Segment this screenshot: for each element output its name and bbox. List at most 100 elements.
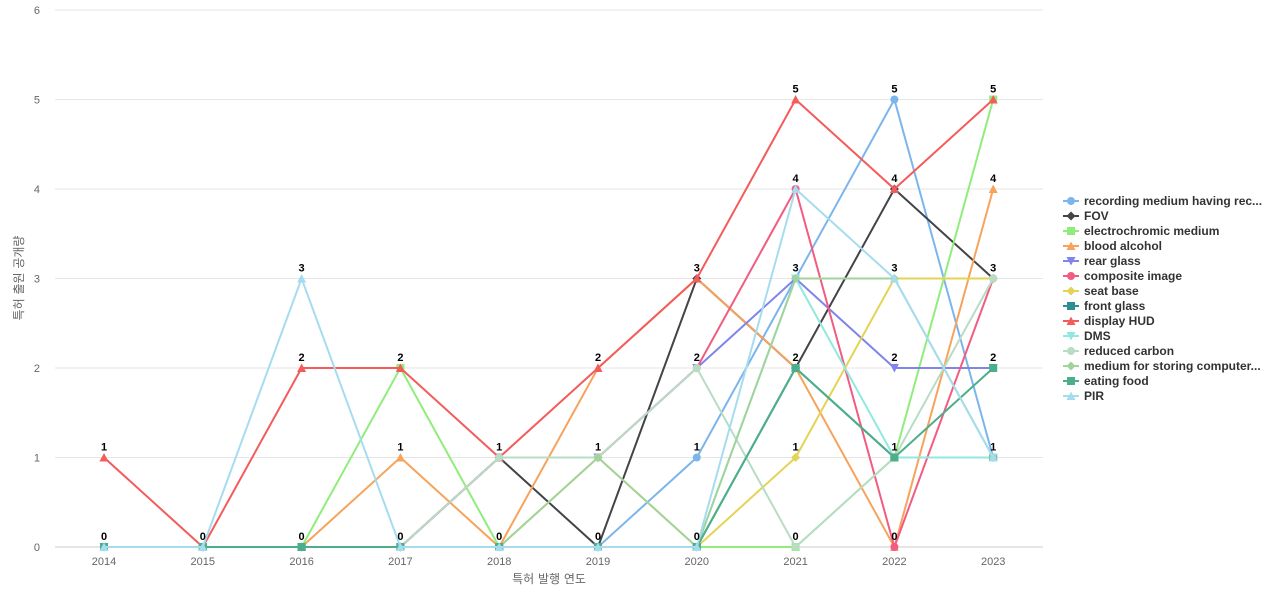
data-label: 1 (891, 442, 897, 454)
data-point (791, 543, 800, 551)
data-label: 0 (200, 531, 206, 543)
legend-item[interactable]: recording medium having rec... (1063, 194, 1262, 208)
data-label: 4 (891, 173, 898, 185)
series-0[interactable] (100, 95, 998, 552)
legend-item[interactable]: eating food (1063, 374, 1149, 388)
legend-label: electrochromic medium (1084, 224, 1219, 238)
data-label: 3 (299, 263, 305, 275)
legend-item[interactable]: blood alcohol (1063, 239, 1162, 253)
grid-lines (55, 9, 1043, 548)
x-tick-label: 2021 (783, 556, 807, 568)
x-axis-ticks: 2014 2015 2016 2017 2018 2019 2020 2021 2022 2023 (92, 556, 1006, 568)
data-label: 5 (990, 84, 996, 96)
x-tick-label: 2015 (191, 556, 215, 568)
y-tick-label: 4 (34, 184, 40, 196)
series-line[interactable] (104, 99, 995, 548)
legend-item[interactable]: PIR (1063, 389, 1104, 403)
data-point (791, 184, 801, 193)
data-label: 1 (397, 442, 403, 454)
data-point (494, 542, 504, 551)
legend[interactable]: recording medium having rec...FOVelectro… (1063, 194, 1262, 403)
data-point (890, 543, 899, 551)
data-label: 4 (793, 173, 800, 185)
x-tick-label: 2018 (487, 556, 511, 568)
data-label: 0 (397, 531, 403, 543)
legend-marker-icon (1066, 241, 1076, 250)
data-label: 5 (793, 84, 799, 96)
legend-label: reduced carbon (1084, 344, 1174, 358)
data-label: 3 (891, 263, 897, 275)
data-point (692, 274, 702, 283)
series-line[interactable] (104, 98, 995, 548)
data-point (889, 184, 899, 193)
x-tick-label: 2022 (882, 556, 906, 568)
data-label: 1 (595, 442, 601, 454)
legend-marker-icon (1067, 272, 1075, 280)
legend-item[interactable]: front glass (1063, 299, 1146, 313)
x-tick-label: 2019 (586, 556, 610, 568)
data-point (297, 274, 307, 283)
data-point (791, 453, 801, 462)
series-8[interactable] (99, 95, 998, 551)
legend-item[interactable]: DMS (1063, 329, 1111, 343)
data-label: 2 (595, 352, 601, 364)
data-label: 1 (990, 442, 996, 454)
y-tick-label: 0 (34, 542, 40, 554)
legend-marker-icon (1066, 211, 1076, 221)
data-label: 1 (496, 442, 502, 454)
data-label: 0 (694, 531, 700, 543)
series-line[interactable] (103, 98, 994, 548)
data-label: 3 (793, 263, 799, 275)
legend-item[interactable]: medium for storing computer... (1063, 359, 1261, 373)
data-point (593, 542, 603, 551)
legend-marker-icon (1067, 302, 1075, 310)
y-axis-title: 특허 출원 공개량 (12, 236, 26, 321)
data-label: 3 (694, 263, 700, 275)
data-label: 4 (990, 173, 997, 185)
legend-item[interactable]: FOV (1063, 209, 1109, 223)
data-point (593, 453, 603, 462)
legend-marker-icon (1067, 227, 1075, 235)
legend-label: display HUD (1084, 314, 1155, 328)
data-labels: 0 1 0 0 2 3 0 1 2 0 1 0 1 2 0 1 2 3 0 1 2 3 4 5 0 1 2 3 4 5 1 2 3 4 5 (101, 84, 997, 544)
legend-marker-icon (1066, 257, 1076, 266)
x-tick-label: 2020 (685, 556, 709, 568)
data-label: 2 (990, 352, 996, 364)
legend-item[interactable]: composite image (1063, 269, 1182, 283)
data-point (395, 363, 405, 372)
data-point (890, 453, 899, 462)
data-point (297, 363, 307, 372)
legend-item[interactable]: rear glass (1063, 254, 1141, 268)
y-tick-label: 3 (34, 274, 40, 286)
data-label: 2 (793, 352, 799, 364)
data-point (889, 274, 899, 283)
x-tick-label: 2023 (981, 556, 1005, 568)
data-point (988, 95, 998, 104)
series-2[interactable] (100, 95, 998, 552)
data-label: 1 (101, 442, 107, 454)
data-point (395, 453, 405, 462)
data-point (889, 364, 899, 373)
legend-marker-icon (1067, 377, 1075, 385)
legend-item[interactable]: seat base (1063, 284, 1139, 298)
legend-item[interactable]: reduced carbon (1063, 344, 1174, 358)
data-label: 2 (891, 352, 897, 364)
data-label: 2 (694, 352, 700, 364)
data-label: 0 (891, 531, 897, 543)
series-line[interactable] (104, 188, 995, 548)
data-label: 0 (299, 531, 305, 543)
legend-label: medium for storing computer... (1084, 359, 1261, 373)
legend-label: recording medium having rec... (1084, 194, 1262, 208)
legend-label: blood alcohol (1084, 239, 1162, 253)
legend-item[interactable]: electrochromic medium (1063, 224, 1219, 238)
legend-marker-icon (1066, 316, 1076, 325)
data-point (692, 364, 701, 372)
legend-item[interactable]: display HUD (1063, 314, 1155, 328)
legend-marker-icon (1067, 347, 1075, 355)
y-tick-label: 6 (34, 5, 40, 17)
data-point (99, 453, 109, 462)
data-point (791, 274, 801, 283)
series-13[interactable] (99, 184, 998, 552)
y-tick-label: 2 (34, 363, 40, 375)
